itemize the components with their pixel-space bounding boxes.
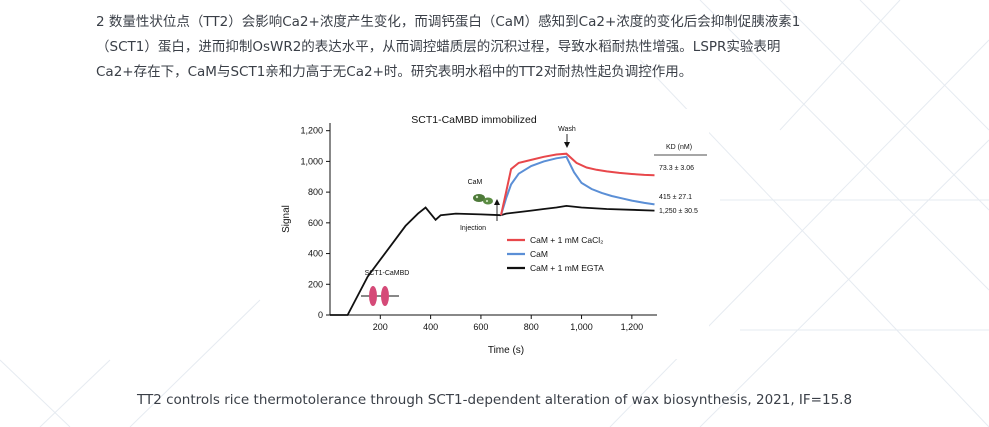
figure-caption: TT2 controls rice thermotolerance throug… <box>136 392 853 408</box>
series-line-cam <box>500 155 655 216</box>
y-tick-label: 0 <box>318 310 323 320</box>
x-tick-label: 800 <box>524 322 539 332</box>
x-tick-label: 200 <box>373 322 388 332</box>
sct1-cambd-icon <box>361 286 399 306</box>
kd-header: KD (nM) <box>666 144 692 151</box>
baseline-curve <box>330 206 502 316</box>
y-tick-label: 600 <box>308 218 323 228</box>
injection-arrowhead <box>494 199 500 205</box>
y-axis-label: Signal <box>281 205 292 233</box>
chart-title: SCT1-CaMBD immobilized <box>411 114 537 126</box>
cam-label: CaM <box>468 179 483 186</box>
paragraph-line-2: （SCT1）蛋白，进而抑制OsWR2的表达水平，从而调控蜡质层的沉积过程，导致水… <box>96 39 781 55</box>
y-tick-label: 1,200 <box>300 126 323 136</box>
legend-label-cam: CaM <box>530 249 548 259</box>
cam-protein-icon <box>473 194 493 205</box>
series-line-egta <box>500 204 655 217</box>
x-tick-label: 400 <box>423 322 438 332</box>
injection-label: Injection <box>460 225 486 232</box>
series-line-cacl2 <box>500 152 655 216</box>
wash-arrowhead <box>564 142 570 148</box>
kd-value-cacl2: 73.3 ± 3.06 <box>659 165 694 172</box>
y-tick-label: 800 <box>308 187 323 197</box>
paragraph-line-1: 2 数量性状位点（TT2）会影响Ca2+浓度产生变化，而调钙蛋白（CaM）感知到… <box>96 14 801 30</box>
paragraph-line-3: Ca2+存在下，CaM与SCT1亲和力高于无Ca2+时。研究表明水稻中的TT2对… <box>96 64 693 80</box>
y-tick-label: 400 <box>308 249 323 259</box>
wash-label: Wash <box>558 126 576 133</box>
x-axis-label: Time (s) <box>488 345 524 356</box>
x-tick-label: 600 <box>473 322 488 332</box>
description-paragraph: 2 数量性状位点（TT2）会影响Ca2+浓度产生变化，而调钙蛋白（CaM）感知到… <box>96 10 956 85</box>
x-tick-label: 1,000 <box>570 322 593 332</box>
chart-legend: CaM + 1 mM CaCl₂ CaM CaM + 1 mM EGTA <box>507 235 604 273</box>
legend-label-egta: CaM + 1 mM EGTA <box>530 263 604 273</box>
y-tick-label: 1,000 <box>300 156 323 166</box>
legend-label-cacl2: CaM + 1 mM CaCl₂ <box>530 235 603 245</box>
kd-value-egta: 1,250 ± 30.5 <box>659 208 698 215</box>
y-tick-label: 200 <box>308 279 323 289</box>
kd-value-cam: 415 ± 27.1 <box>659 194 692 201</box>
spr-figure: SCT1-CaMBD immobilized Signal Time (s) 0… <box>279 109 709 359</box>
x-tick-label: 1,200 <box>621 322 644 332</box>
immobilized-label: SCT1-CaMBD <box>365 270 410 277</box>
spr-chart: SCT1-CaMBD immobilized Signal Time (s) 0… <box>281 114 707 356</box>
